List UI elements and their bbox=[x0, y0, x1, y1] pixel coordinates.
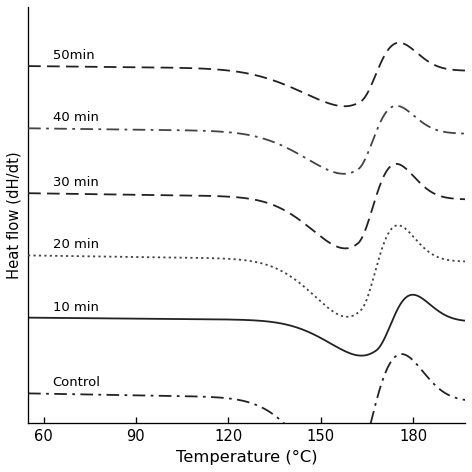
Text: 30 min: 30 min bbox=[53, 176, 99, 189]
Text: Control: Control bbox=[53, 377, 101, 389]
Text: 40 min: 40 min bbox=[53, 111, 99, 124]
Text: 20 min: 20 min bbox=[53, 238, 99, 252]
X-axis label: Temperature (°C): Temperature (°C) bbox=[176, 450, 318, 465]
Text: 10 min: 10 min bbox=[53, 301, 99, 313]
Text: 50min: 50min bbox=[53, 49, 94, 62]
Y-axis label: Heat flow (dH/dt): Heat flow (dH/dt) bbox=[7, 151, 22, 278]
